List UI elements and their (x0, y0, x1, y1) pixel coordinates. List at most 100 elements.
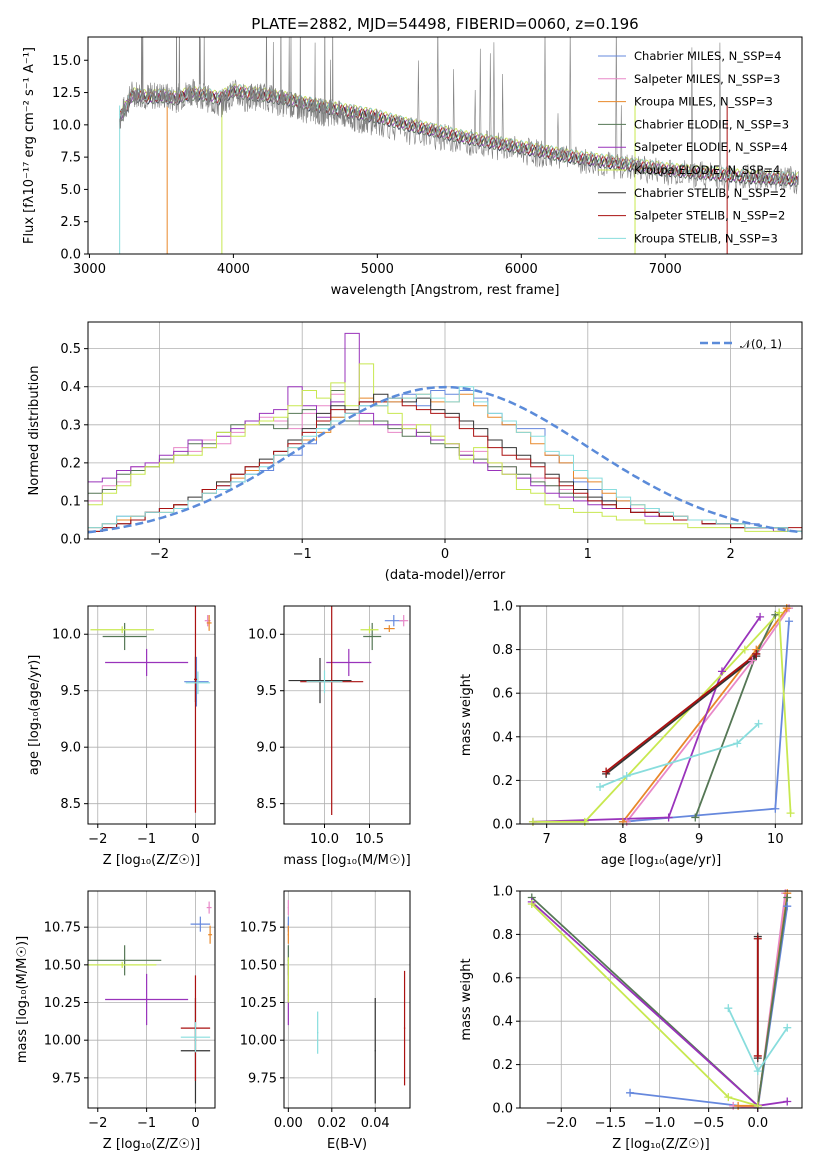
x-tick-label: 0.04 (361, 1116, 390, 1131)
legend: 𝒩(0, 1) (700, 337, 782, 351)
x-tick-label: 7000 (649, 262, 682, 277)
y-tick-label: 9.75 (52, 1071, 81, 1086)
plot-area (88, 901, 213, 1104)
x-tick-label: 4000 (217, 262, 250, 277)
normal-reference-curve (88, 385, 802, 534)
weight-marker-8 (733, 739, 742, 748)
chart-mass-weight-vs-Z: −2.0 −1.5 −1.0 −0.5 0.0 0.0 0.2 0.4 0.6 0.8 1.0 Z [… (459, 885, 803, 1152)
y-tick-label: 9.75 (248, 1071, 277, 1086)
y-tick-label: 10.00 (44, 1034, 81, 1049)
y-tick-label: 0.4 (492, 730, 513, 745)
weight-marker-4 (717, 667, 726, 676)
y-tick-label: 9.0 (60, 741, 81, 756)
y-tick-label: 10.0 (52, 628, 81, 643)
weight-marker-3 (691, 813, 700, 822)
weight-marker-5 (527, 900, 536, 909)
weight-line-8 (599, 723, 760, 788)
x-tick-label: −2.0 (545, 1116, 577, 1131)
weight-line-7 (605, 653, 757, 773)
y-tick-label: 10.25 (240, 996, 277, 1011)
x-axis-label: Z [log₁₀(Z/Z☉)] (103, 1137, 200, 1152)
legend-entry: Salpeter MILES, N_SSP=3 (634, 72, 780, 86)
x-tick-label: −2 (88, 832, 107, 847)
chart-spectrum: 3000 4000 5000 6000 7000 0.0 2.5 5.0 7.5 10.0 12.5… (22, 15, 803, 298)
y-tick-label: 10.75 (240, 921, 277, 936)
y-tick-label: 0.2 (492, 1058, 513, 1073)
x-axis-label: Z [log₁₀(Z/Z☉)] (612, 1137, 709, 1152)
chart-age-vs-mass: 10.0 10.5 8.5 9.0 9.5 10.0 mass [log₁₀(M/M☉)] (248, 605, 411, 868)
y-tick-label: 12.5 (52, 86, 81, 101)
weight-marker-8 (724, 1004, 733, 1013)
x-tick-label: 8 (619, 832, 627, 847)
y-tick-label: 9.5 (60, 684, 81, 699)
axes-frame (283, 890, 411, 1109)
x-axis-label: (data-model)/error (385, 568, 506, 583)
axes-frame (87, 36, 803, 255)
weight-marker-8 (622, 772, 631, 781)
weight-marker-0 (783, 902, 792, 911)
legend-entry: Kroupa ELODIE, N_SSP=4 (634, 163, 780, 177)
y-tick-label: 10.0 (248, 628, 277, 643)
x-tick-label: 0.02 (317, 1116, 346, 1131)
weight-marker-4 (756, 612, 765, 621)
y-tick-label: 1.0 (492, 600, 513, 615)
plot-area (288, 606, 409, 815)
weight-marker-5 (528, 817, 537, 826)
plot-area (531, 893, 789, 1108)
weight-marker-8 (596, 782, 605, 791)
y-tick-label: 15.0 (52, 54, 81, 69)
x-tick-label: −1 (137, 832, 156, 847)
y-tick-label: 2.5 (60, 215, 81, 230)
x-tick-label: −1 (293, 547, 312, 562)
axes-frame (283, 605, 411, 825)
y-tick-label: 0.0 (60, 533, 81, 548)
plot-area (287, 900, 406, 1104)
x-axis-label: mass [log₁₀(M/M☉)] (283, 853, 410, 868)
x-axis-label: wavelength [Angstrom, rest frame] (331, 283, 560, 298)
weight-line-1 (625, 607, 790, 823)
weight-line-6 (605, 655, 757, 775)
y-tick-label: 9.5 (256, 684, 277, 699)
x-tick-label: 10 (767, 832, 784, 847)
y-tick-label: 0.0 (492, 1102, 513, 1117)
legend-entry: Salpeter STELIB, N_SSP=2 (634, 209, 785, 223)
x-tick-label: 10.0 (310, 832, 339, 847)
histogram-4 (88, 332, 802, 532)
x-tick-label: 1 (584, 547, 592, 562)
chart-mass-weight-vs-age: 7 8 9 10 0.0 0.2 0.4 0.6 0.8 1.0 age [log₁₀(age/yr… (459, 600, 803, 868)
y-tick-label: 1.0 (492, 885, 513, 900)
x-tick-label: 9 (695, 832, 703, 847)
y-axis-label: mass weight (459, 674, 474, 756)
histogram-8 (88, 386, 802, 532)
x-tick-label: 2 (726, 547, 734, 562)
y-tick-label: 0.2 (60, 456, 81, 471)
plot-area (532, 607, 792, 823)
y-tick-label: 10.75 (44, 921, 81, 936)
weight-line-5 (533, 610, 792, 823)
weight-marker-4 (664, 813, 673, 822)
y-axis-label: mass weight (459, 958, 474, 1040)
chart-title: PLATE=2882, MJD=54498, FIBERID=0060, z=0… (251, 15, 638, 33)
x-tick-label: 10.5 (355, 832, 384, 847)
weight-marker-5 (775, 608, 784, 617)
y-tick-label: 8.5 (60, 797, 81, 812)
x-tick-label: −1.0 (644, 1116, 676, 1131)
observed-spectrum (119, 37, 799, 195)
y-axis-label: Normed distribution (27, 366, 42, 496)
y-tick-label: 0.5 (60, 342, 81, 357)
y-tick-label: 9.0 (256, 741, 277, 756)
legend-entry: Chabrier ELODIE, N_SSP=3 (634, 117, 789, 131)
weight-marker-8 (754, 719, 763, 728)
plot-area (119, 37, 799, 254)
y-tick-label: 0.1 (60, 494, 81, 509)
y-tick-label: 0.6 (492, 687, 513, 702)
weight-marker-2 (734, 1101, 743, 1110)
weight-marker-7 (753, 934, 762, 943)
histogram-5 (88, 363, 802, 532)
y-axis-label: age [log₁₀(age/yr)] (27, 655, 42, 776)
weight-marker-8 (783, 1023, 792, 1032)
chart-mass-vs-ebv: 0.00 0.02 0.04 9.75 10.00 10.25 10.50 10.75 E(B-… (240, 890, 411, 1152)
x-tick-label: 3000 (73, 262, 106, 277)
x-axis-label: E(B-V) (327, 1137, 367, 1152)
